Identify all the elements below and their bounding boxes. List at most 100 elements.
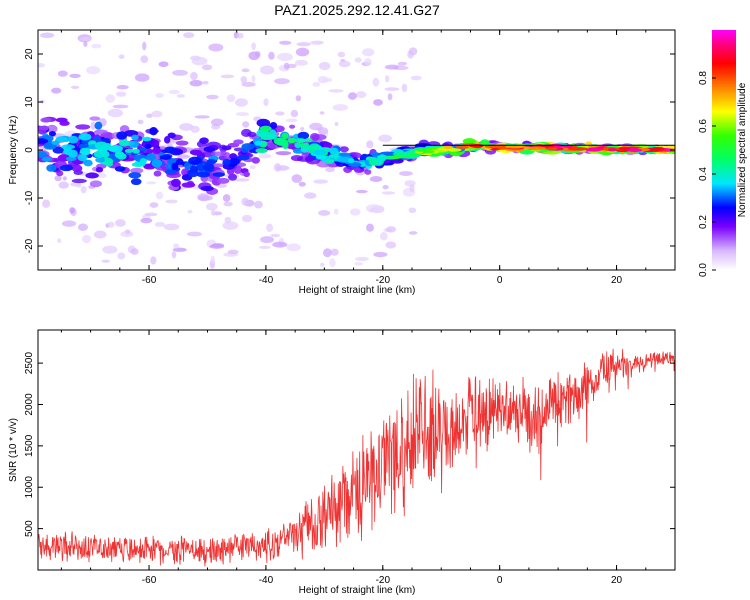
noise-blob	[155, 93, 164, 98]
ridge-blob	[176, 158, 184, 165]
noise-blob	[372, 77, 380, 87]
noise-blob	[209, 244, 225, 249]
ridge-blob	[171, 162, 179, 171]
noise-blob	[369, 175, 383, 182]
noise-blob	[233, 178, 250, 182]
noise-blob	[202, 80, 209, 85]
colorbar-tick-label: 0.4	[698, 167, 709, 181]
ridge-blob	[38, 129, 47, 135]
noise-blob	[206, 94, 219, 100]
colorbar-tick-label: 0.6	[698, 119, 709, 133]
noise-blob	[205, 202, 218, 211]
noise-blob	[364, 58, 372, 66]
ridge-blob	[322, 142, 333, 149]
ridge-blob	[94, 141, 108, 150]
snr-series-line	[38, 348, 675, 567]
ridge-blob	[281, 132, 289, 139]
ridge-blob	[255, 148, 268, 154]
noise-blob	[235, 98, 248, 107]
ridge-blob	[153, 170, 162, 177]
noise-blob	[62, 176, 67, 181]
ridge-blob	[56, 170, 64, 177]
noise-blob	[241, 197, 250, 206]
noise-blob	[140, 55, 149, 64]
ridge-blob	[251, 156, 260, 164]
noise-blob	[58, 181, 69, 189]
ridge-blob	[59, 164, 73, 172]
ridge-blob	[131, 134, 139, 141]
ridge-blob	[308, 143, 321, 151]
noise-blob	[384, 64, 400, 70]
noise-blob	[273, 163, 282, 172]
noise-blob	[173, 243, 180, 249]
noise-blob	[251, 42, 256, 51]
ridge-blob	[71, 178, 87, 184]
ridge-blob	[175, 140, 189, 146]
ridge-blob	[128, 172, 142, 179]
noise-blob	[51, 87, 62, 94]
noise-blob	[266, 223, 274, 233]
ridge-blob	[650, 146, 665, 151]
ridge-blob	[348, 162, 362, 167]
ridge-blob	[415, 148, 427, 152]
noise-blob	[42, 199, 51, 208]
noise-blob	[286, 243, 301, 252]
ridge-blob	[67, 149, 78, 158]
noise-blob	[197, 193, 210, 202]
noise-blob	[210, 209, 216, 216]
ridge-blob	[462, 138, 476, 145]
snr-axes: -60 -40 -20 0 20 500 1000 1500 2000 2500	[24, 330, 676, 586]
noise-blob	[124, 229, 131, 235]
noise-blob	[385, 75, 390, 83]
noise-blob	[378, 134, 392, 143]
spectrogram-x-tick-label: 20	[611, 275, 623, 286]
noise-blob	[105, 94, 115, 103]
ridge-blob	[392, 152, 408, 156]
snr-y-tick-label: 1500	[24, 434, 35, 457]
ridge-blob	[228, 173, 238, 181]
noise-blob	[54, 175, 62, 182]
ridge-blob	[364, 169, 372, 175]
ridge-blob	[247, 131, 257, 138]
ridge-blob	[505, 144, 525, 149]
noise-blob	[295, 95, 302, 102]
noise-blob	[365, 204, 382, 213]
noise-blob	[210, 255, 215, 265]
noise-blob	[189, 79, 203, 87]
noise-blob	[177, 154, 191, 159]
ridge-blob	[71, 164, 83, 173]
noise-blob	[325, 167, 336, 173]
snr-x-label: Height of straight line (km)	[299, 585, 416, 596]
spectrogram-y-tick-label: -10	[24, 190, 35, 205]
ridge-blob	[222, 159, 232, 166]
ridge-blob	[233, 165, 243, 174]
noise-blob	[171, 251, 177, 259]
snr-panel: -60 -40 -20 0 20 500 1000 1500 2000 2500 Height o…	[8, 329, 676, 596]
noise-blob	[277, 52, 293, 62]
noise-blob	[112, 104, 129, 109]
noise-blob	[249, 165, 256, 170]
noise-blob	[328, 89, 344, 93]
ridge-blob	[276, 137, 283, 146]
noise-blob	[83, 40, 88, 47]
ridge-blob	[38, 138, 49, 144]
noise-blob	[251, 75, 256, 83]
noise-blob	[355, 256, 369, 262]
ridge-blob	[312, 149, 327, 155]
noise-blob	[408, 47, 418, 56]
ridge-blob	[339, 146, 349, 153]
ridge-blob	[203, 146, 216, 153]
ridge-blob	[233, 139, 244, 145]
ridge-blob	[260, 135, 274, 141]
noise-blob	[279, 40, 292, 45]
ridge-blob	[206, 159, 217, 165]
noise-blob	[385, 226, 397, 233]
ridge-blob	[151, 147, 162, 155]
noise-blob	[318, 61, 331, 71]
noise-blob	[220, 74, 235, 79]
snr-x-tick-label: -60	[142, 575, 157, 586]
snr-x-tick-label: -20	[376, 575, 391, 586]
noise-blob	[290, 109, 299, 118]
figure-title: PAZ1.2025.292.12.41.G27	[274, 2, 440, 18]
